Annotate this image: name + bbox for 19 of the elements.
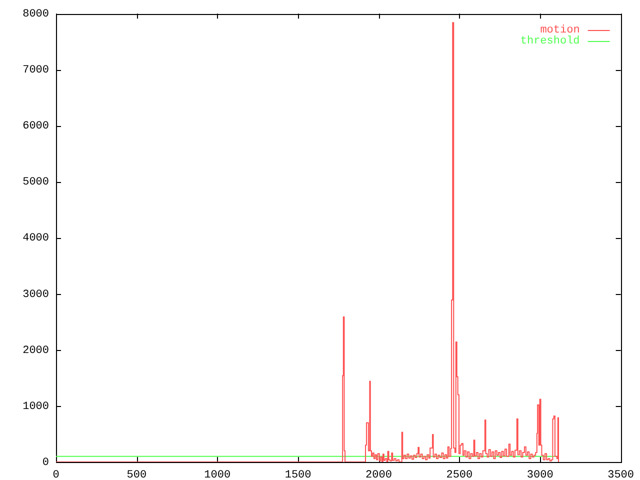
x-tick-label: 2000 xyxy=(366,470,392,480)
x-tick-label: 3500 xyxy=(608,470,634,480)
x-tick-label: 1000 xyxy=(204,470,231,480)
x-tick-label: 2500 xyxy=(446,470,473,480)
y-tick-label: 0 xyxy=(42,456,49,469)
y-tick-label: 6000 xyxy=(22,120,49,133)
y-tick-label: 4000 xyxy=(22,232,49,245)
y-tick-label: 2000 xyxy=(22,344,49,357)
x-tick-label: 3000 xyxy=(526,470,554,480)
x-tick-label: 500 xyxy=(126,470,147,480)
x-tick-label: 1500 xyxy=(284,470,312,480)
y-tick-label: 1000 xyxy=(22,400,49,413)
legend-label: threshold xyxy=(520,36,580,48)
y-tick-label: 7000 xyxy=(22,64,49,77)
y-tick-label: 5000 xyxy=(22,176,49,189)
y-tick-label: 8000 xyxy=(22,8,49,21)
x-tick-label: 0 xyxy=(52,470,60,480)
y-tick-label: 3000 xyxy=(22,288,49,301)
legend-label: motion xyxy=(540,24,580,37)
